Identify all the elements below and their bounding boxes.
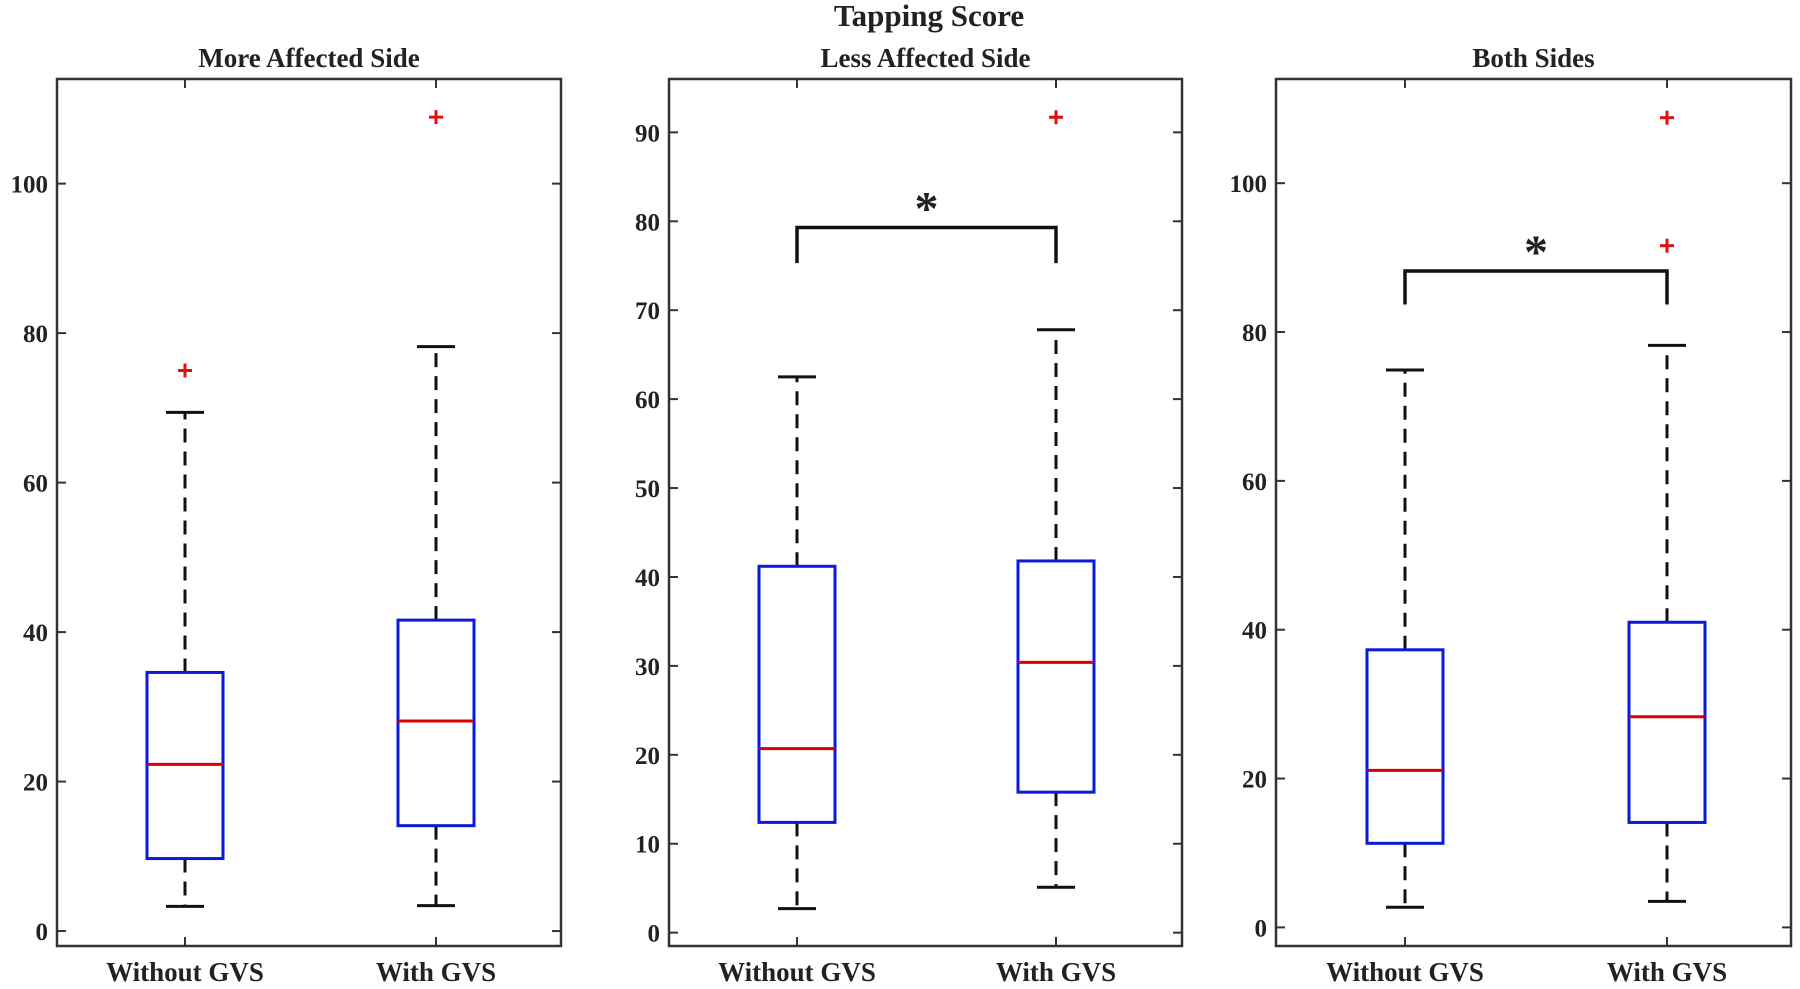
significance-bracket: *	[795, 183, 1058, 264]
bracket-line	[795, 225, 1058, 264]
axes-frame	[1274, 77, 1793, 948]
subplot-2: Less Affected Side 0 10 20 30 40 50 60 70 80 90 Wit…	[635, 43, 1184, 987]
y-tick-label: 80	[1242, 320, 1267, 347]
subplot-3: Both Sides 0 20 40 60 80 100 Without GVS With GV…	[1230, 43, 1793, 987]
subplot-title: Less Affected Side	[821, 43, 1031, 73]
x-category-label: Without GVS	[718, 957, 876, 987]
x-category-label: With GVS	[1607, 957, 1727, 987]
x-category-label: Without GVS	[1326, 957, 1484, 987]
x-category-label: With GVS	[376, 957, 496, 987]
y-tick-label: 40	[1242, 618, 1267, 645]
y-tick-label: 0	[648, 921, 661, 948]
y-tick-label: 60	[1242, 469, 1267, 496]
box-with-gvs: With GVS	[376, 79, 496, 987]
y-tick-label: 0	[1255, 915, 1268, 942]
y-tick-label: 60	[635, 387, 660, 414]
box-without-gvs: Without GVS	[1326, 79, 1484, 987]
y-tick-label: 100	[11, 172, 49, 199]
subplot-1: More Affected Side 0 20 40 60 80 100 Without GV…	[11, 43, 563, 987]
y-tick-label: 40	[23, 620, 48, 647]
y-tick-label: 20	[1242, 767, 1267, 794]
significance-bracket: *	[1403, 226, 1669, 305]
y-tick-label: 40	[635, 565, 660, 592]
iqr-box	[396, 618, 476, 828]
box-with-gvs: With GVS	[996, 79, 1116, 987]
x-category-label: With GVS	[996, 957, 1116, 987]
y-tick-label: 0	[36, 919, 49, 946]
box-without-gvs: Without GVS	[106, 79, 264, 987]
x-category-label: Without GVS	[106, 957, 264, 987]
y-tick-label: 60	[23, 471, 48, 498]
significance-star: *	[1524, 226, 1548, 279]
significance-star: *	[915, 183, 939, 236]
iqr-box	[1016, 559, 1096, 794]
y-tick-label: 20	[635, 743, 660, 770]
box-without-gvs: Without GVS	[718, 79, 876, 987]
outlier-marker	[1660, 110, 1674, 125]
axes-frame	[55, 77, 563, 948]
y-tick-label: 50	[635, 476, 660, 503]
outlier-marker	[1660, 238, 1674, 253]
y-tick-label: 80	[23, 321, 48, 348]
y-tick-label: 90	[635, 120, 660, 147]
box-with-gvs: With GVS	[1607, 79, 1727, 987]
subplot-title: More Affected Side	[198, 43, 419, 73]
figure-title: Tapping Score	[834, 0, 1024, 33]
y-tick-label: 100	[1230, 171, 1268, 198]
iqr-box	[1627, 620, 1707, 824]
outlier-marker	[178, 363, 192, 378]
bracket-line	[1403, 269, 1669, 305]
y-tick-label: 30	[635, 654, 660, 681]
iqr-box	[1365, 648, 1445, 845]
axes-frame	[667, 77, 1184, 948]
iqr-box	[757, 564, 837, 824]
y-tick-label: 70	[635, 298, 660, 325]
y-tick-label: 80	[635, 209, 660, 236]
y-tick-label: 10	[635, 832, 660, 859]
subplot-title: Both Sides	[1472, 43, 1594, 73]
outlier-marker	[1049, 110, 1063, 125]
outlier-marker	[429, 110, 443, 125]
y-tick-label: 20	[23, 770, 48, 797]
